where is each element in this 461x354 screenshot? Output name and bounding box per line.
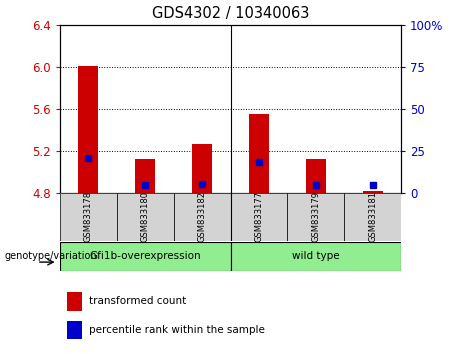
Bar [67,292,82,310]
Bar [67,321,82,339]
Bar [192,143,212,193]
Bar [287,193,344,241]
Text: transformed count: transformed count [89,296,186,307]
Text: GSM833182: GSM833182 [198,191,207,242]
Bar [135,159,155,193]
Bar [363,191,383,193]
Bar [306,159,326,193]
Bar [117,193,174,241]
Text: genotype/variation: genotype/variation [5,251,97,261]
Text: Gfi1b-overexpression: Gfi1b-overexpression [89,251,201,261]
Text: percentile rank within the sample: percentile rank within the sample [89,325,265,335]
Bar [78,66,98,193]
Bar [249,114,269,193]
Title: GDS4302 / 10340063: GDS4302 / 10340063 [152,6,309,21]
Bar [174,193,230,241]
Text: wild type: wild type [292,251,340,261]
Bar [60,242,230,271]
Bar [60,193,117,241]
Text: GSM833179: GSM833179 [311,191,320,242]
Text: GSM833181: GSM833181 [368,191,377,242]
Bar [230,242,401,271]
Text: GSM833178: GSM833178 [84,191,93,242]
Bar [230,193,287,241]
Text: GSM833180: GSM833180 [141,191,150,242]
Bar [344,193,401,241]
Text: GSM833177: GSM833177 [254,191,263,242]
